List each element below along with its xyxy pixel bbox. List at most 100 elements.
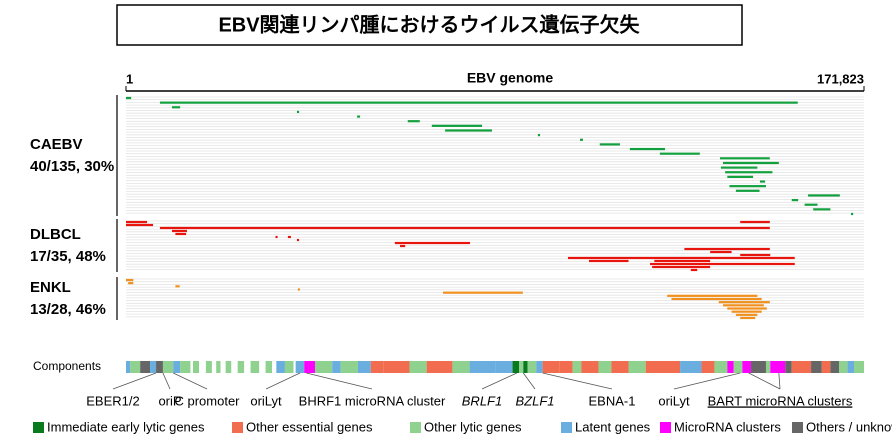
- component: [295, 361, 305, 373]
- deletion: [740, 220, 770, 224]
- title-box: [116, 4, 743, 46]
- deletion: [407, 120, 420, 123]
- leader-line: [162, 372, 171, 390]
- component: [645, 361, 681, 373]
- group-name: ENKL: [30, 279, 71, 296]
- annotation-label: oriLyt: [658, 393, 690, 408]
- legend-label: Immediate early lytic genes: [47, 419, 205, 434]
- group-stat: 17/35, 48%: [30, 248, 106, 265]
- component: [830, 361, 839, 373]
- deletion: [851, 212, 854, 216]
- component: [733, 361, 743, 373]
- component: [370, 361, 384, 373]
- legend-label: Latent genes: [575, 419, 651, 434]
- component: [854, 361, 864, 373]
- deletion: [718, 301, 770, 304]
- leader-line: [778, 372, 781, 390]
- component: [519, 361, 524, 373]
- deletion: [735, 313, 758, 316]
- deletion: [400, 244, 406, 248]
- component: [426, 361, 453, 373]
- deletion: [159, 226, 770, 230]
- annotation-label: BHRF1 microRNA cluster: [299, 393, 446, 408]
- leader-line: [306, 372, 373, 390]
- deletion: [445, 129, 492, 132]
- legend-swatch: [792, 422, 803, 433]
- deletion: [791, 198, 799, 202]
- deletion: [431, 124, 483, 127]
- x-tick-label: 1: [126, 71, 133, 86]
- deletion: [725, 171, 773, 174]
- annotation-label: oriLyt: [250, 393, 282, 408]
- deletion: [171, 106, 181, 109]
- legend-swatch: [660, 422, 671, 433]
- legend-swatch: [232, 422, 243, 433]
- component: [680, 361, 702, 373]
- component: [216, 361, 221, 373]
- annotation-label: EBER1/2: [86, 393, 139, 408]
- component: [409, 361, 427, 373]
- component: [512, 361, 520, 373]
- component: [308, 361, 315, 373]
- component: [314, 361, 333, 373]
- component: [205, 361, 212, 373]
- deletion: [599, 143, 620, 146]
- deletion: [589, 259, 629, 263]
- leader-line: [481, 372, 518, 390]
- deletion: [813, 208, 831, 211]
- component: [611, 361, 629, 373]
- deletion: [296, 238, 300, 242]
- legend-swatch: [410, 422, 421, 433]
- component: [265, 361, 273, 373]
- deletion: [175, 285, 180, 288]
- x-axis-label: EBV genome: [467, 70, 554, 86]
- legend-label: Others / unknown: [806, 419, 892, 434]
- deletion: [159, 101, 798, 104]
- component: [156, 361, 163, 373]
- leader-line: [265, 372, 301, 390]
- deletion: [710, 250, 732, 254]
- component: [276, 361, 285, 373]
- component: [340, 361, 358, 373]
- deletion: [579, 138, 583, 141]
- component: [192, 361, 200, 373]
- leader-line: [112, 372, 157, 390]
- deletion: [275, 235, 278, 239]
- deletion: [684, 247, 770, 251]
- component: [130, 361, 141, 373]
- deletion: [650, 262, 795, 266]
- deletion: [720, 166, 758, 169]
- leader-line: [673, 372, 741, 390]
- deletion: [128, 282, 134, 285]
- component: [452, 361, 470, 373]
- deletion: [394, 241, 471, 245]
- deletion: [720, 157, 770, 160]
- deletion: [671, 297, 762, 301]
- deletion: [804, 203, 818, 206]
- component: [162, 361, 174, 373]
- deletion: [442, 291, 523, 294]
- legend-label: Other essential genes: [246, 419, 373, 434]
- component: [559, 361, 573, 373]
- legend-swatch: [33, 422, 44, 433]
- deletion: [629, 147, 666, 151]
- deletion: [126, 223, 154, 227]
- deletion: [296, 110, 300, 114]
- deletion: [654, 259, 711, 263]
- deletion: [667, 294, 758, 297]
- component: [785, 361, 792, 373]
- group-stat: 13/28, 46%: [30, 301, 106, 318]
- component: [140, 361, 151, 373]
- component: [572, 361, 582, 373]
- deletion: [759, 180, 766, 183]
- component: [250, 361, 260, 373]
- deletion: [740, 316, 756, 320]
- component: [542, 361, 560, 373]
- x-tick-label: 171,823: [817, 71, 864, 86]
- component: [714, 361, 728, 373]
- component: [304, 361, 309, 373]
- deletion: [297, 288, 300, 291]
- component: [536, 361, 543, 373]
- component: [765, 361, 771, 373]
- components-label: Components: [33, 359, 101, 373]
